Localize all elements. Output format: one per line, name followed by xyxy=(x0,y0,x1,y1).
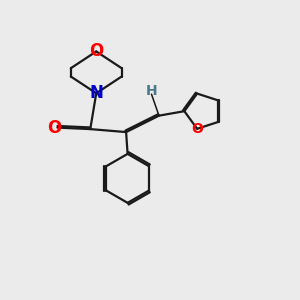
Text: H: H xyxy=(146,84,157,98)
Text: N: N xyxy=(89,84,103,102)
Text: O: O xyxy=(47,118,61,136)
Text: O: O xyxy=(191,122,203,136)
Text: O: O xyxy=(89,43,103,61)
